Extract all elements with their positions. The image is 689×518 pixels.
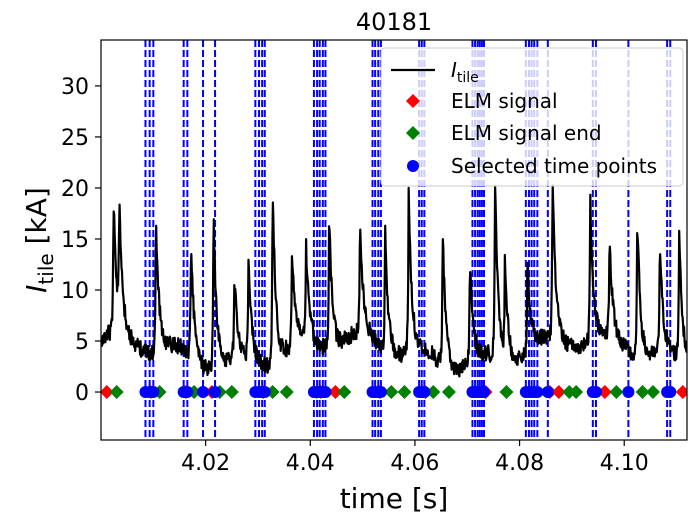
- selected-time-point: [258, 386, 271, 399]
- elm-signal-end-marker: [645, 385, 660, 400]
- selected-time-point: [589, 386, 602, 399]
- elm-signal-end-marker: [441, 385, 456, 400]
- x-tick-label: 4.04: [286, 451, 335, 476]
- y-tick-label: 15: [61, 228, 89, 253]
- selected-time-point: [531, 386, 544, 399]
- series-line-i-tile: [101, 184, 687, 378]
- x-axis-ticks: 4.02 4.04 4.06 4.08 4.10: [181, 440, 649, 476]
- elm-signal-end-marker: [609, 385, 624, 400]
- selected-time-point: [374, 386, 387, 399]
- y-axis-label: Itile [kA]: [20, 187, 58, 293]
- selected-time-point: [477, 386, 490, 399]
- y-tick-label: 30: [61, 75, 89, 100]
- selected-time-point: [181, 386, 194, 399]
- selected-time-point: [622, 386, 635, 399]
- legend-green-diamond-swatch: [406, 126, 420, 140]
- y-tick-label: 10: [61, 279, 89, 304]
- y-tick-label: 25: [61, 126, 89, 151]
- selected-time-point: [209, 386, 222, 399]
- elm-signal-marker: [551, 385, 566, 400]
- selected-time-point: [541, 386, 554, 399]
- y-tick-label: 20: [61, 177, 89, 202]
- x-tick-label: 4.08: [495, 451, 544, 476]
- elm-signal-end-marker: [384, 385, 399, 400]
- selected-time-point: [197, 386, 210, 399]
- elm-signal-end-marker: [109, 385, 124, 400]
- legend-label-elm-signal: ELM signal: [451, 89, 558, 113]
- legend-blue-circle-swatch: [407, 160, 419, 172]
- x-tick-label: 4.02: [181, 451, 230, 476]
- legend-label-selected-points: Selected time points: [451, 154, 657, 178]
- x-axis-label: time [s]: [340, 482, 449, 515]
- plot-frame: [100, 39, 688, 441]
- legend-red-diamond-swatch: [406, 94, 420, 108]
- event-markers: [101, 385, 687, 400]
- elm-signal-marker: [597, 385, 612, 400]
- legend-label-elm-signal-end: ELM signal end: [451, 121, 602, 145]
- legend: Itile ELM signal ELM signal end Selected…: [380, 47, 684, 187]
- plot-area: [101, 40, 687, 440]
- legend-label-i-tile: Itile: [451, 58, 479, 86]
- selected-time-point: [319, 386, 332, 399]
- y-axis-ticks: 0 5 10 15 20 25 30: [61, 75, 101, 406]
- elm-signal-end-marker: [279, 385, 294, 400]
- elm-signal-end-marker: [397, 385, 412, 400]
- y-tick-label: 0: [75, 381, 89, 406]
- x-tick-label: 4.10: [600, 451, 649, 476]
- elm-signal-marker: [328, 385, 343, 400]
- elm-signal-end-marker: [337, 385, 352, 400]
- elm-signal-marker: [101, 385, 114, 400]
- elm-signal-marker: [675, 385, 687, 400]
- legend-box: [380, 47, 684, 187]
- selected-time-vlines: [144, 40, 672, 440]
- y-tick-label: 5: [75, 330, 89, 355]
- chart-title: 40181: [356, 8, 432, 36]
- elm-signal-end-marker: [426, 385, 441, 400]
- elm-signal-end-marker: [499, 385, 514, 400]
- selected-time-point: [147, 386, 160, 399]
- elm-signal-end-marker: [569, 385, 584, 400]
- elm-signal-end-marker: [635, 385, 650, 400]
- x-tick-label: 4.06: [390, 451, 439, 476]
- selected-time-point: [418, 386, 431, 399]
- elm-signal-end-marker: [224, 385, 239, 400]
- selected-time-point: [664, 386, 677, 399]
